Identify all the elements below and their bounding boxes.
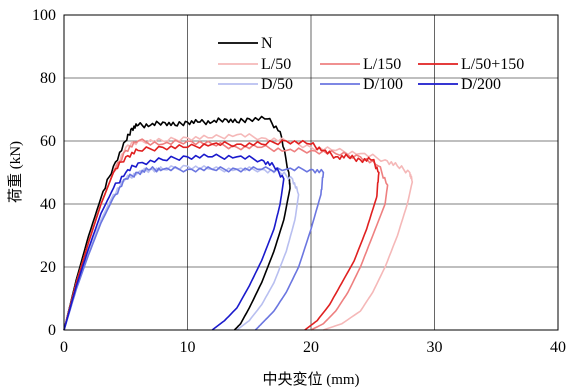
- y-tick-label-0: 0: [48, 322, 56, 339]
- y-tick-label-2: 40: [40, 196, 56, 213]
- tick-labels: 0 10 20 30 40 0 20 40 60 80 100: [32, 7, 566, 356]
- legend-label-l-150: L/150: [363, 56, 401, 73]
- x-tick-label-1: 10: [180, 339, 196, 356]
- legend: N L/50 L/150 L/50+150 D/50 D/100 D/200: [218, 35, 524, 93]
- legend-label-l-50-150: L/50+150: [461, 56, 524, 73]
- legend-label-n: N: [261, 35, 273, 52]
- y-tick-label-3: 60: [40, 133, 56, 150]
- legend-label-d-100: D/100: [363, 76, 403, 93]
- legend-label-l-50: L/50: [261, 56, 291, 73]
- plot-frame: [63, 14, 559, 331]
- legend-label-d-200: D/200: [461, 76, 501, 93]
- y-axis-title: 荷重 (kN): [7, 141, 24, 203]
- x-tick-label-4: 40: [550, 339, 566, 356]
- gridlines: [64, 15, 558, 330]
- series-line-d-200: [63, 153, 285, 331]
- series-line-l-50-150: [63, 139, 380, 331]
- legend-label-d-50: D/50: [261, 76, 293, 93]
- x-tick-label-2: 20: [303, 339, 319, 356]
- x-tick-label-3: 30: [427, 339, 443, 356]
- y-tick-label-5: 100: [32, 7, 56, 24]
- x-tick-label-0: 0: [60, 339, 68, 356]
- series-line-n: [63, 115, 291, 331]
- y-tick-label-1: 20: [40, 259, 56, 276]
- data-series: [63, 115, 414, 331]
- series-line-d-50: [63, 164, 300, 331]
- x-axis-title: 中央変位 (mm): [262, 371, 359, 388]
- series-line-d-100: [63, 166, 325, 331]
- y-tick-label-4: 80: [40, 70, 56, 87]
